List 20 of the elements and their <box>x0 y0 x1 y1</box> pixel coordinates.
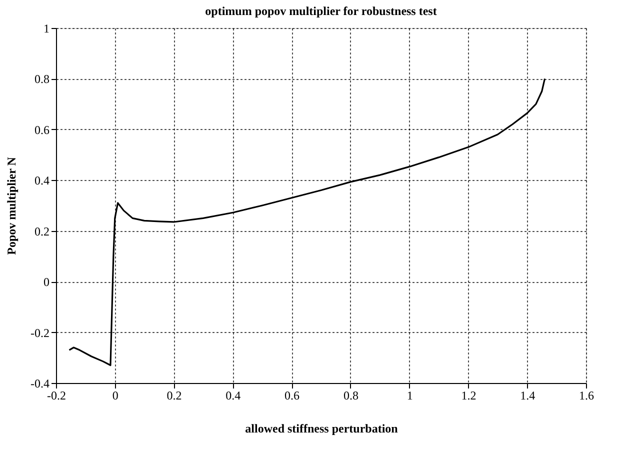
y-tick-label: 0.6 <box>34 122 50 137</box>
x-tick-label: 1.6 <box>579 388 594 402</box>
y-tick-label: 1 <box>44 22 50 36</box>
y-tick-label: -0.2 <box>30 326 50 340</box>
x-tick-label: 1.2 <box>461 388 476 402</box>
x-tick-label: 0.8 <box>343 388 358 402</box>
x-tick-label: 0.2 <box>166 388 182 402</box>
x-tick-label: 1.4 <box>520 388 536 402</box>
y-tick-label: 0.2 <box>34 224 50 238</box>
x-tick-label: 0.4 <box>226 388 241 402</box>
y-tick-label: 0.8 <box>34 72 50 86</box>
x-axis-title: allowed stiffness perturbation <box>245 422 398 436</box>
x-tick-label: 0.6 <box>284 388 300 402</box>
x-tick-label: 1 <box>406 388 413 402</box>
y-tick-label: 0.4 <box>34 174 50 188</box>
chart-title: optimum popov multiplier for robustness test <box>205 4 437 18</box>
x-tick-label: 0 <box>112 388 118 402</box>
y-tick-label: 0 <box>44 275 50 290</box>
y-tick-label: -0.4 <box>30 376 50 390</box>
y-axis-title: Popov multiplier N <box>4 156 19 255</box>
